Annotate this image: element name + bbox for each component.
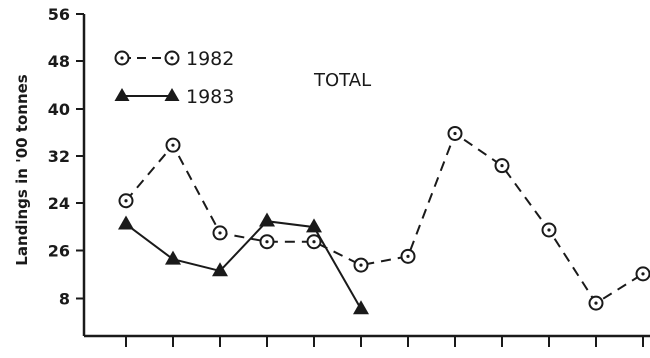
legend-marker-1983-start [114, 88, 130, 101]
y-tick-label: 26 [48, 242, 70, 261]
data-point-1983 [212, 262, 228, 277]
data-point-dot-1982 [453, 131, 457, 136]
y-tick-label: 24 [48, 194, 70, 213]
legend-marker-1982-start-dot [120, 56, 124, 60]
y-ticks: 8 26 24 32 40 48 56 [48, 5, 84, 309]
data-point-dot-1982 [406, 254, 410, 258]
y-tick-label: 40 [48, 100, 70, 119]
legend-marker-1983-end [164, 88, 180, 101]
legend-item-1983: 1983 [114, 86, 234, 108]
data-point-1983 [118, 215, 134, 230]
data-point-dot-1982 [641, 272, 645, 276]
legend: 1982 1983 [114, 48, 234, 108]
data-point-dot-1982 [124, 199, 128, 203]
y-tick-label: 56 [48, 5, 70, 24]
data-point-dot-1982 [265, 240, 269, 244]
data-point-1983 [306, 218, 322, 233]
data-point-dot-1982 [500, 164, 504, 168]
data-point-1983 [165, 250, 181, 265]
data-point-dot-1982 [547, 228, 551, 232]
x-ticks [125, 336, 644, 347]
y-tick-label: 48 [48, 52, 70, 71]
data-point-dot-1982 [594, 301, 598, 305]
series-line-1983 [125, 220, 362, 310]
y-axis-label: Landings in '00 tonnes [13, 74, 31, 266]
y-axis: 8 26 24 32 40 48 56 [48, 5, 86, 336]
data-point-1983 [353, 300, 369, 315]
legend-item-1982: 1982 [114, 48, 234, 70]
legend-marker-1982-end-dot [170, 56, 174, 60]
chart-annotation-total: TOTAL [313, 70, 371, 91]
data-point-dot-1982 [171, 143, 175, 147]
data-point-1983 [259, 212, 275, 227]
data-point-dot-1982 [312, 240, 316, 244]
x-axis [84, 334, 650, 347]
data-point-dot-1982 [359, 263, 363, 267]
data-point-dot-1982 [218, 231, 222, 235]
y-tick-label: 8 [59, 290, 70, 309]
legend-label-1982: 1982 [186, 48, 234, 70]
series-line-1982 [125, 131, 644, 305]
series-layer [118, 125, 650, 315]
legend-label-1983: 1983 [186, 86, 234, 108]
y-tick-label: 32 [48, 147, 70, 166]
